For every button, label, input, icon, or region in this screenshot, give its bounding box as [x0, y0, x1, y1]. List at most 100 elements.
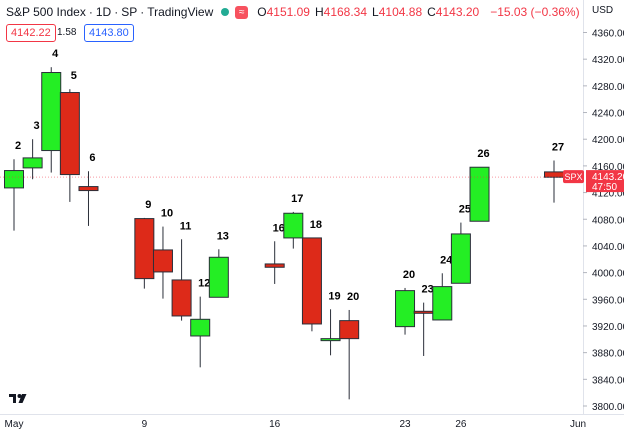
high-label: H: [314, 5, 324, 19]
candle-day-label: 13: [217, 230, 229, 242]
candle[interactable]: 5: [59, 70, 80, 202]
candle-body: [208, 256, 229, 298]
candle-body: [413, 310, 434, 314]
candle[interactable]: 4: [41, 48, 62, 173]
candle[interactable]: 19: [320, 290, 341, 356]
candle-body: [78, 186, 99, 192]
last-price-bg: [586, 170, 624, 193]
candle-day-label: 16: [273, 222, 285, 234]
close-value: 4143.20: [435, 5, 480, 19]
candle-day-label: 6: [89, 152, 95, 164]
y-tick-label: 4360.00: [592, 29, 624, 40]
candle[interactable]: 25: [450, 204, 471, 284]
candle-day-label: 24: [440, 254, 453, 266]
candle[interactable]: 2: [4, 140, 24, 231]
candle-body: [339, 320, 360, 340]
candle-body: [152, 249, 173, 273]
candle[interactable]: 18: [301, 219, 322, 332]
candle-day-label: 25: [459, 204, 471, 216]
candle[interactable]: 17: [283, 193, 304, 249]
y-tick-label: 4000.00: [592, 269, 624, 280]
last-symbol-bg: [563, 170, 584, 184]
y-tick-label: 3800.00: [592, 402, 624, 413]
candle[interactable]: 13: [208, 230, 229, 298]
wave-icon[interactable]: ≈: [235, 5, 249, 19]
bid-price-button[interactable]: 4142.22: [6, 24, 56, 42]
candle-body: [320, 338, 341, 342]
low-value: 4104.88: [378, 5, 423, 19]
last-symbol-tag: SPX: [563, 170, 584, 184]
ask-price-button[interactable]: 4143.80: [84, 24, 134, 42]
open-value: 4151.09: [266, 5, 310, 19]
bar-countdown: 47:50: [592, 182, 617, 193]
candle-body: [134, 218, 155, 280]
y-tick-label: 4080.00: [592, 215, 624, 226]
candle-day-label: 27: [552, 142, 564, 154]
symbol-name[interactable]: S&P 500 Index: [6, 5, 86, 19]
candle[interactable]: 3: [22, 120, 43, 180]
candle-day-label: 3: [34, 120, 40, 132]
candle-body: [450, 233, 471, 284]
separator-dot: ·: [140, 5, 145, 19]
last-symbol-text: SPX: [564, 172, 582, 182]
tradingview-logo-icon: [9, 394, 27, 403]
candle[interactable]: 20: [339, 291, 360, 400]
y-tick-label: 4040.00: [592, 242, 624, 253]
tradingview-logo[interactable]: [6, 388, 30, 408]
candle[interactable]: 27: [544, 142, 565, 203]
y-tick-label: 4200.00: [592, 135, 624, 146]
candle-day-label: 20: [347, 291, 359, 303]
candle[interactable]: 20: [395, 269, 416, 335]
candle[interactable]: 24: [432, 254, 453, 321]
candle[interactable]: 6: [78, 152, 99, 226]
candle[interactable]: 10: [152, 208, 173, 299]
source-label: TradingView: [147, 5, 214, 19]
x-tick-label: Jun: [570, 419, 586, 430]
candle[interactable]: 9: [134, 199, 155, 289]
candle[interactable]: 26: [469, 148, 490, 222]
y-tick-label: 4320.00: [592, 55, 624, 66]
high-value: 4168.34: [323, 5, 368, 19]
y-tick-label: 4280.00: [592, 82, 624, 93]
candle-day-label: 10: [161, 208, 173, 220]
candle-day-label: 17: [291, 193, 303, 205]
x-tick-label: 26: [455, 419, 467, 430]
candle-day-label: 5: [71, 70, 77, 82]
candle-body: [301, 237, 322, 325]
candle-day-label: 20: [403, 269, 415, 281]
y-tick-label: 3880.00: [592, 349, 624, 360]
separator-dot: ·: [114, 5, 119, 19]
exchange-label: SP: [121, 5, 138, 19]
candle-body: [59, 92, 80, 176]
candle-body: [264, 263, 285, 268]
separator-dot: ·: [88, 5, 93, 19]
candle-day-label: 4: [52, 48, 59, 60]
interval-label[interactable]: 1D: [95, 5, 112, 19]
currency-label: USD: [592, 5, 613, 16]
candle[interactable]: 16: [264, 222, 285, 284]
last-price-value: 4143.20: [592, 172, 624, 183]
y-tick-label: 4120.00: [592, 189, 624, 200]
candle-body: [190, 318, 211, 337]
y-tick-label: 3960.00: [592, 295, 624, 306]
candle-body: [544, 171, 564, 178]
y-tick-label: 3920.00: [592, 322, 624, 333]
legend-row: S&P 500 Index · 1D · SP · TradingView ≈ …: [6, 3, 580, 21]
plot-area[interactable]: [0, 0, 583, 414]
candle-body: [41, 72, 62, 152]
candle[interactable]: 12: [190, 278, 211, 368]
candle-day-label: 19: [328, 290, 340, 302]
low-label: L: [372, 5, 379, 19]
x-tick-label: May: [5, 419, 24, 430]
candle[interactable]: 11: [171, 220, 192, 321]
candle-body: [171, 279, 192, 317]
candle-day-label: 12: [198, 278, 210, 290]
candle-day-label: 11: [180, 220, 192, 232]
last-price-tag: 4143.2047:50: [586, 170, 624, 193]
candle-body: [395, 290, 416, 328]
market-status-icon[interactable]: [221, 8, 230, 16]
x-tick-label: 16: [269, 419, 281, 430]
change-value: −15.03 (−0.36%): [490, 5, 580, 19]
